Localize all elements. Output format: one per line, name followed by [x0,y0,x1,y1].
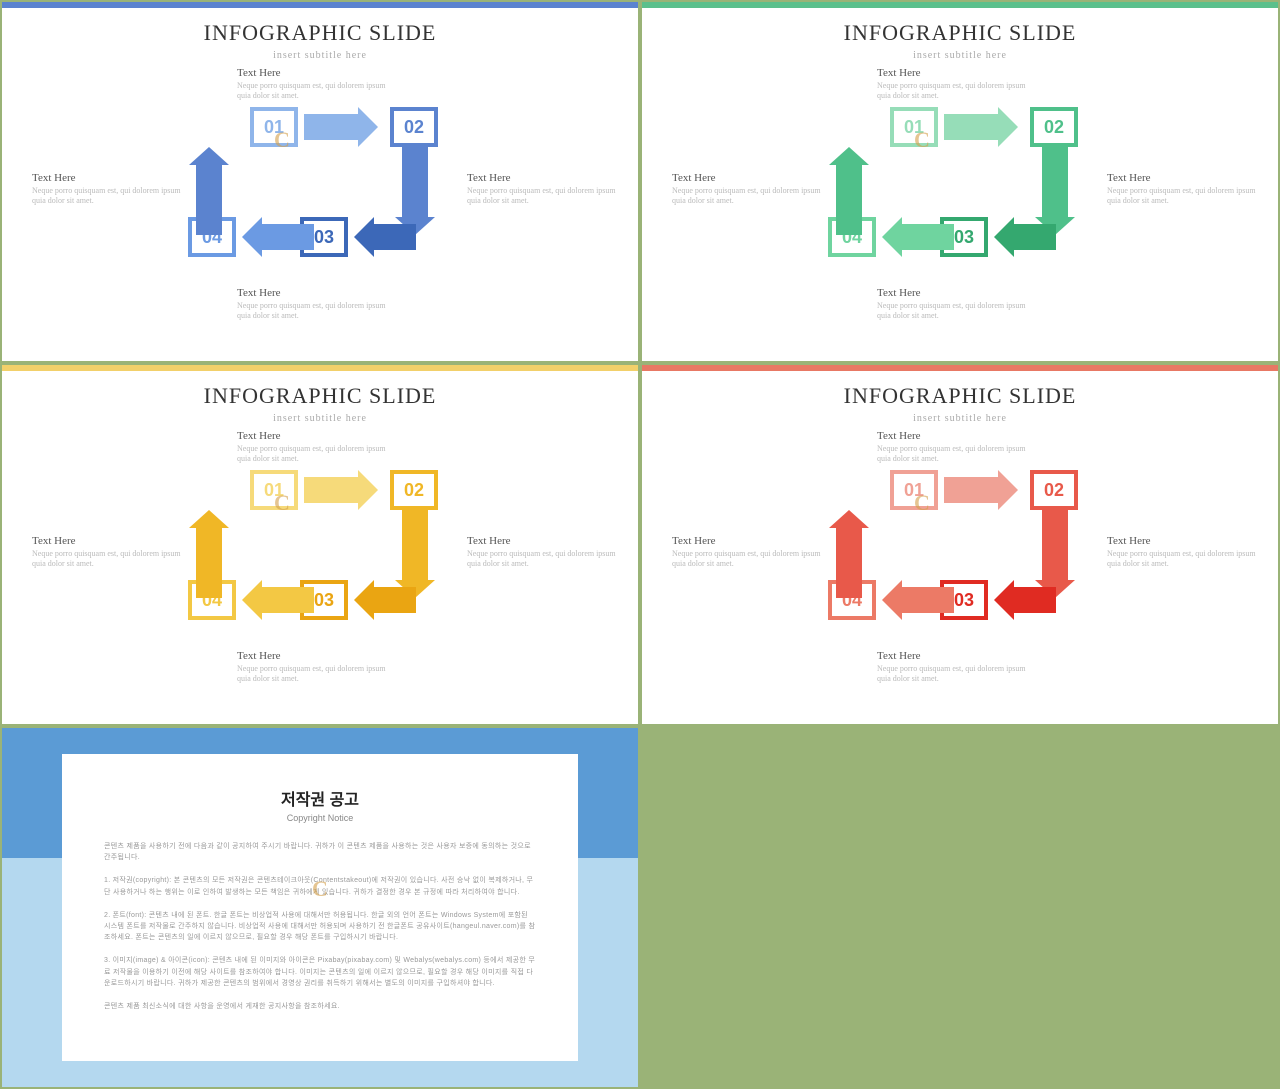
text-right: Text HereNeque porro quisquam est, qui d… [1107,535,1257,570]
diagram-box: 02 [390,470,438,510]
slide-subtitle: insert subtitle here [2,50,638,61]
arrow-left-icon [994,224,1056,250]
copyright-paragraph: 2. 폰트(font): 콘텐츠 내에 된 폰트. 한글 폰트는 비상업적 사용… [104,910,536,944]
copyright-paragraph: 3. 이미지(image) & 아이콘(icon): 콘텐츠 내에 된 이미지와… [104,955,536,989]
arrow-down-icon [402,147,428,235]
text-right: Text HereNeque porro quisquam est, qui d… [1107,172,1257,207]
arrow-left-icon [242,224,314,250]
arrow-left-icon [882,224,954,250]
cycle-diagram: 01020304C [810,107,1110,267]
arrow-right-icon [304,114,378,140]
diagram-box: 02 [390,107,438,147]
text-left: Text HereNeque porro quisquam est, qui d… [32,172,182,207]
text-bottom: Text HereNeque porro quisquam est, qui d… [877,650,1027,685]
arrow-left-icon [354,587,416,613]
slide-title: INFOGRAPHIC SLIDE [642,20,1278,46]
text-left: Text HereNeque porro quisquam est, qui d… [32,535,182,570]
slide-title: INFOGRAPHIC SLIDE [2,20,638,46]
topbar [642,365,1278,371]
slide-subtitle: insert subtitle here [2,413,638,424]
arrow-right-icon [304,477,378,503]
arrow-down-icon [1042,510,1068,598]
arrow-down-icon [1042,147,1068,235]
text-top: Text HereNeque porro quisquam est, qui d… [237,67,387,102]
copyright-title: 저작권 공고 [104,786,536,810]
arrow-left-icon [882,587,954,613]
content-area: 01020304C Text HereNeque porro quisquam … [2,67,638,347]
diagram-box: 01 [890,470,938,510]
diagram-box: 01 [250,470,298,510]
arrow-left-icon [354,224,416,250]
diagram-box: 02 [1030,470,1078,510]
text-bottom: Text HereNeque porro quisquam est, qui d… [237,650,387,685]
topbar [642,2,1278,8]
arrow-up-icon [836,510,862,598]
diagram-box: 01 [250,107,298,147]
diagram-box: 01 [890,107,938,147]
slide-blue: INFOGRAPHIC SLIDE insert subtitle here 0… [2,2,638,361]
empty-cell [642,728,1278,1087]
copyright-paragraph: 콘텐츠 제품을 사용하기 전에 다음과 같이 공지하여 주시기 바랍니다. 귀하… [104,841,536,863]
slide-title: INFOGRAPHIC SLIDE [642,383,1278,409]
copyright-paragraph: 콘텐츠 제품 최신소식에 대한 사항을 운영에서 게재한 공지사항을 참조하세요… [104,1001,536,1012]
arrow-left-icon [994,587,1056,613]
text-top: Text HereNeque porro quisquam est, qui d… [237,430,387,465]
cycle-diagram: 01020304C [810,470,1110,630]
slide-green: INFOGRAPHIC SLIDE insert subtitle here 0… [642,2,1278,361]
arrow-up-icon [196,510,222,598]
cycle-diagram: 01020304C [170,107,470,267]
arrow-up-icon [196,147,222,235]
text-top: Text HereNeque porro quisquam est, qui d… [877,67,1027,102]
arrow-up-icon [836,147,862,235]
slide-yellow: INFOGRAPHIC SLIDE insert subtitle here 0… [2,365,638,724]
arrow-right-icon [944,114,1018,140]
content-area: 01020304C Text HereNeque porro quisquam … [642,430,1278,710]
topbar [2,365,638,371]
text-left: Text HereNeque porro quisquam est, qui d… [672,535,822,570]
content-area: 01020304C Text HereNeque porro quisquam … [2,430,638,710]
cycle-diagram: 01020304C [170,470,470,630]
slide-subtitle: insert subtitle here [642,413,1278,424]
text-bottom: Text HereNeque porro quisquam est, qui d… [237,287,387,322]
topbar [2,2,638,8]
content-area: 01020304C Text HereNeque porro quisquam … [642,67,1278,347]
text-right: Text HereNeque porro quisquam est, qui d… [467,172,617,207]
text-bottom: Text HereNeque porro quisquam est, qui d… [877,287,1027,322]
text-right: Text HereNeque porro quisquam est, qui d… [467,535,617,570]
copyright-paragraph: 1. 저작권(copyright): 본 콘텐츠의 모든 저작권은 콘텐츠테이크… [104,875,536,897]
copyright-card: 저작권 공고 Copyright Notice 콘텐츠 제품을 사용하기 전에 … [62,754,578,1061]
text-top: Text HereNeque porro quisquam est, qui d… [877,430,1027,465]
copyright-subtitle: Copyright Notice [104,813,536,823]
text-left: Text HereNeque porro quisquam est, qui d… [672,172,822,207]
slide-subtitle: insert subtitle here [642,50,1278,61]
slide-red: INFOGRAPHIC SLIDE insert subtitle here 0… [642,365,1278,724]
arrow-down-icon [402,510,428,598]
diagram-box: 02 [1030,107,1078,147]
slide-copyright: 저작권 공고 Copyright Notice 콘텐츠 제품을 사용하기 전에 … [2,728,638,1087]
arrow-left-icon [242,587,314,613]
arrow-right-icon [944,477,1018,503]
slide-title: INFOGRAPHIC SLIDE [2,383,638,409]
